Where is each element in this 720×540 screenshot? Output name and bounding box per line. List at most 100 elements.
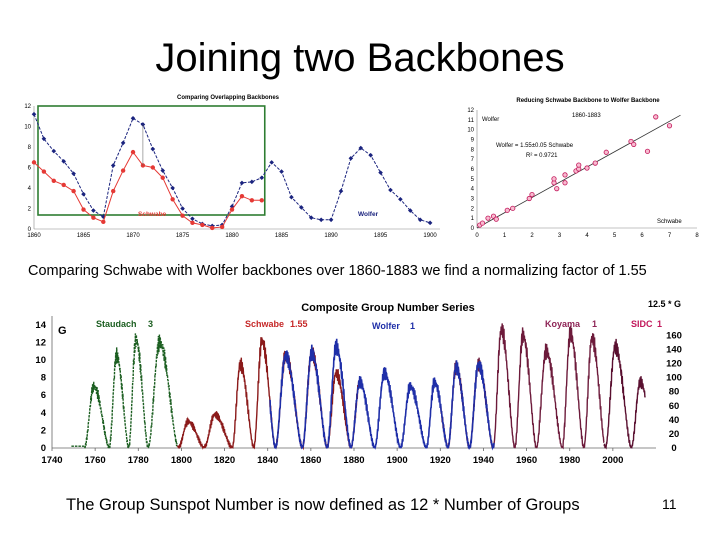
chart3-left-axis-label: G	[58, 325, 67, 337]
series-label-wolfer: Wolfer 1	[372, 321, 415, 331]
chart2-y-tick-2: 2	[471, 206, 475, 212]
chart2-x-tick-3: 3	[558, 233, 562, 239]
chart1-point-wolfer	[239, 180, 245, 186]
chart1-line-wolfer	[33, 114, 431, 227]
chart2-y-tick-11: 11	[468, 118, 475, 124]
chart1-y-tick-5: 10	[24, 125, 31, 131]
series-label-koyama-name: Koyama	[545, 319, 581, 329]
chart1-point-wolfer	[398, 196, 403, 202]
chart3-left-tick-0: 0	[41, 443, 46, 454]
chart3-x-tick-8: 1900	[387, 455, 408, 466]
series-label-schwabe: Schwabe 1.55	[245, 319, 308, 329]
scatter-point	[479, 220, 486, 226]
chart1-background	[20, 90, 445, 248]
chart1-point-wolfer	[269, 160, 274, 165]
chart1-x-tick-5: 1885	[275, 233, 289, 239]
series-label-koyama-factor: 1	[592, 319, 597, 329]
chart3-x-tick-6: 1860	[300, 455, 321, 466]
scatter-point	[504, 207, 510, 213]
chart1-point-wolfer	[81, 191, 86, 197]
chart1-point-wolfer	[318, 217, 324, 223]
chart2-y-tick-9: 9	[471, 138, 475, 144]
chart1-y-tick-0: 0	[28, 227, 32, 233]
chart1-point-schwabe	[239, 194, 245, 199]
chart1-point-wolfer	[328, 217, 334, 223]
chart2-y-tick-8: 8	[471, 147, 475, 153]
chart1-point-schwabe	[170, 197, 175, 202]
chart1-y-ticks: 0 2 4 6 8 10 12	[24, 104, 31, 233]
chart2-x-tick-8: 8	[695, 233, 699, 239]
chart2-x-tick-0: 0	[475, 233, 479, 239]
chart1-point-schwabe	[229, 207, 235, 212]
scatter-point	[592, 160, 598, 166]
chart2-y-tick-1: 1	[471, 216, 475, 222]
wolfer-series-label: Wolfer	[358, 211, 379, 218]
chart1-point-schwabe	[180, 213, 185, 218]
chart2-annotation-range: 1860-1883	[572, 113, 601, 119]
chart1-point-schwabe	[120, 168, 126, 173]
chart2-xlabel: Schwabe	[657, 219, 682, 225]
chart3-left-tick-2: 4	[41, 408, 47, 419]
chart1-point-schwabe	[249, 198, 255, 203]
chart3-right-tick-7: 140	[666, 344, 682, 355]
chart2-annotation-equation: Wolfer = 1.55±0.05 Schwabe	[496, 143, 574, 149]
schwabe-series-label: Schwabe	[138, 211, 167, 218]
scatter-point	[551, 176, 557, 182]
chart1-point-wolfer	[308, 215, 314, 221]
chart1-point-schwabe	[81, 207, 86, 212]
chart3-x-tick-12: 1980	[559, 455, 580, 466]
chart3-x-tick-5: 1840	[257, 455, 278, 466]
chart1-point-schwabe	[31, 160, 37, 165]
chart1-point-wolfer	[289, 194, 294, 200]
chart1-point-schwabe	[130, 149, 136, 155]
chart3-left-tick-6: 12	[35, 337, 46, 348]
chart3-series	[71, 323, 646, 451]
scatter-point	[510, 205, 516, 211]
chart2-x-tick-4: 4	[585, 233, 589, 239]
scatter-point	[666, 123, 673, 129]
chart3-x-tick-10: 1940	[473, 455, 494, 466]
scatter-point	[576, 162, 582, 168]
scatter-point	[529, 191, 535, 198]
caption-normalizing-factor: Comparing Schwabe with Wolfer backbones …	[28, 263, 647, 279]
chart1-x-tick-7: 1895	[374, 233, 388, 239]
chart3-line-sidc	[603, 338, 646, 450]
chart2-ylabel: Wolfer	[482, 117, 499, 123]
chart3-left-tick-3: 6	[41, 390, 46, 401]
chart1-point-wolfer	[279, 169, 284, 174]
chart3-line-wolfer	[269, 338, 495, 451]
chart1-x-tick-2: 1870	[126, 233, 140, 239]
scatter-point	[653, 114, 659, 120]
chart1-x-ticks: 1860 1865 1870 1875 1880 1885 1890 1895 1900	[27, 233, 437, 239]
chart2-x-ticks: 0 1 2 3 4 5 6 7 8	[475, 233, 699, 239]
chart2-y-tick-4: 4	[471, 187, 475, 193]
chart3-left-tick-5: 10	[35, 355, 46, 366]
chart3-x-tick-4: 1820	[214, 455, 235, 466]
series-label-staudach: Staudach 3	[96, 319, 153, 329]
chart1-point-schwabe	[111, 188, 116, 194]
series-label-staudach-name: Staudach	[96, 319, 137, 329]
chart1-point-schwabe	[71, 188, 76, 194]
chart1-point-wolfer	[170, 185, 175, 191]
chart2-y-tick-6: 6	[471, 167, 475, 173]
chart1-x-tick-1: 1865	[77, 233, 91, 239]
chart3-x-tick-0: 1740	[41, 455, 62, 466]
chart1-point-wolfer	[299, 205, 304, 210]
chart1-y-tick-3: 6	[28, 166, 32, 172]
chart3-right-tick-0: 0	[671, 443, 676, 454]
chart3-right-ticks: 0 20 40 60 80 100 120 140 160	[666, 330, 682, 454]
chart1-point-schwabe	[91, 215, 96, 220]
series-label-wolfer-factor: 1	[410, 321, 415, 331]
chart1-point-wolfer	[160, 168, 166, 173]
chart2-x-tick-1: 1	[503, 233, 507, 239]
scatter-point	[584, 165, 590, 171]
scatter-point	[644, 148, 651, 154]
chart1-point-schwabe	[190, 220, 195, 226]
chart1-y-tick-6: 12	[24, 104, 31, 110]
chart1-point-schwabe	[150, 165, 156, 170]
chart1-x-tick-8: 1900	[423, 233, 437, 239]
chart1-point-schwabe	[210, 225, 215, 231]
overlapping-backbones-chart: Comparing Overlapping Backbones 0 2 4 6 8 10 1…	[20, 90, 445, 248]
chart1-point-wolfer	[259, 175, 265, 181]
chart1-point-wolfer	[229, 204, 235, 209]
